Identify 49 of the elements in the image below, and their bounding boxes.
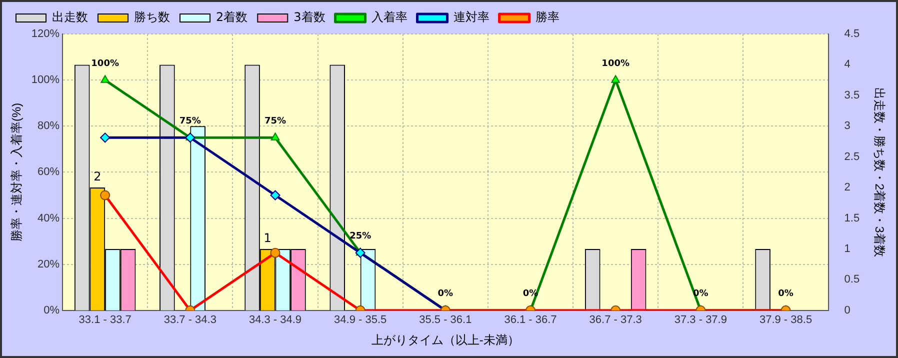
x-tick-label: 36.1 - 36.7: [504, 314, 557, 326]
x-tick-label: 35.5 - 36.1: [419, 314, 472, 326]
y2-tick-label: 2.5: [844, 150, 860, 163]
y2-tick-label: 1.5: [844, 212, 860, 224]
data-label: 100%: [91, 58, 119, 69]
x-tick-label: 33.1 - 33.7: [78, 314, 132, 326]
x-tick-label: 33.7 - 34.3: [164, 314, 216, 326]
y-axis-title: 勝率・連対率・入着率(%): [10, 102, 24, 242]
legend-label: 勝率: [535, 10, 560, 24]
legend-label: 連対率: [453, 10, 490, 24]
data-label: 75%: [264, 116, 286, 126]
data-label: 1: [264, 231, 272, 246]
y-tick-label: 40%: [38, 212, 60, 224]
y2-tick-label: 3: [844, 120, 850, 132]
y2-tick-label: 1: [844, 243, 850, 256]
data-label: 2: [94, 170, 102, 184]
point: [270, 190, 280, 200]
y-tick-label: 20%: [38, 258, 60, 270]
x-tick-label: 37.9 - 38.5: [759, 314, 812, 326]
y2-axis-title: 出走数・勝ち数・2着数・3着数: [872, 88, 886, 257]
data-label: 25%: [350, 232, 372, 242]
y2-tick-label: 4: [844, 58, 850, 71]
data-label: 75%: [179, 116, 201, 126]
point: [100, 132, 110, 143]
legend-label: 出走数: [52, 10, 88, 24]
point: [185, 132, 196, 143]
legend-label: 入着率: [371, 10, 408, 24]
y-tick-label: 100%: [31, 74, 60, 86]
y-tick-label: 120%: [31, 28, 60, 40]
y2-tick-label: 2: [844, 182, 850, 194]
y-tick-label: 0%: [44, 304, 60, 316]
x-axis-title: 上がりタイム（以上-未満）: [371, 333, 520, 348]
legend-label: 3着数: [294, 10, 326, 24]
point: [270, 132, 280, 140]
y-tick-label: 60%: [38, 166, 60, 178]
y2-tick-label: 4.5: [844, 28, 860, 40]
y2-tick-label: 0: [844, 304, 850, 316]
y2-tick-label: 3.5: [844, 89, 860, 102]
x-tick-label: 34.9 - 35.5: [334, 314, 387, 326]
x-tick-label: 36.7 - 37.3: [589, 314, 642, 326]
legend-label: 勝ち数: [134, 10, 170, 24]
y-tick-label: 80%: [38, 120, 60, 132]
data-label: 100%: [602, 58, 630, 69]
data-label: 0%: [438, 289, 454, 300]
legend-label: 2着数: [216, 10, 248, 24]
x-tick-label: 37.3 - 37.9: [674, 314, 727, 326]
data-label: 0%: [778, 289, 794, 300]
y2-tick-label: 0.5: [844, 274, 860, 286]
x-tick-label: 34.3 - 34.9: [248, 314, 302, 326]
